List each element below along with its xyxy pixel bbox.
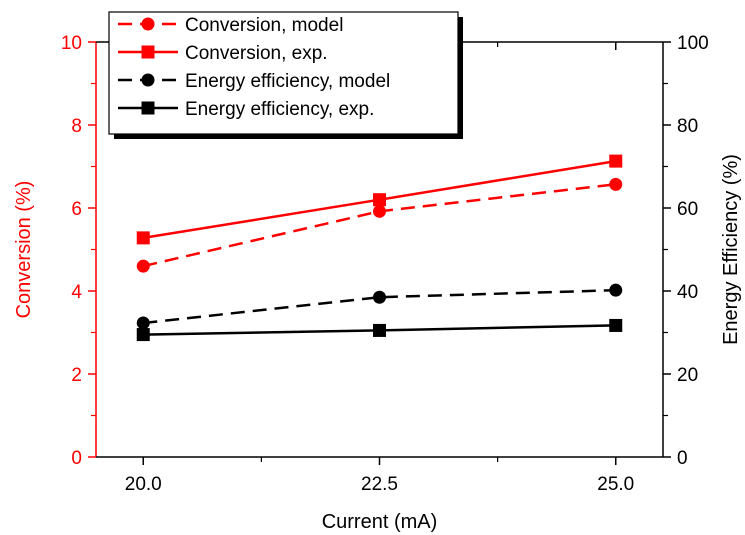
x-tick-label: 20.0: [125, 474, 162, 495]
x-tick-label: 25.0: [597, 474, 634, 495]
data-point: [609, 318, 623, 332]
legend-label: Conversion, exp.: [185, 43, 328, 64]
data-point: [136, 231, 150, 245]
data-point: [609, 154, 623, 168]
data-point: [609, 177, 623, 191]
right-y-tick-label: 40: [677, 282, 698, 303]
data-point: [373, 290, 386, 304]
left-y-tick-label: 2: [71, 365, 82, 386]
legend-box: [108, 11, 459, 135]
data-point: [373, 204, 386, 218]
x-axis-label: Current (mA): [322, 511, 438, 533]
right-y-tick-label: 100: [677, 33, 709, 54]
left-y-tick-label: 0: [71, 448, 82, 469]
right-y-tick-label: 80: [677, 116, 698, 137]
legend-item: Conversion, model: [118, 15, 343, 36]
right-y-tick-label: 20: [677, 365, 698, 386]
series-3: [136, 318, 623, 342]
data-point: [373, 193, 386, 207]
legend-label: Conversion, model: [185, 15, 343, 36]
legend-marker: [141, 17, 155, 31]
data-point: [373, 323, 386, 337]
data-point: [609, 283, 623, 297]
data-point: [136, 316, 150, 330]
legend-marker: [141, 73, 155, 87]
legend-item: Conversion, exp.: [118, 43, 328, 64]
legend-label: Energy efficiency, exp.: [185, 99, 374, 120]
series-2: [136, 283, 623, 330]
series-group: [136, 154, 623, 342]
right-y-tick-label: 60: [677, 199, 698, 220]
data-point: [136, 259, 150, 273]
right-axis-label: Energy Efficiency (%): [720, 154, 742, 345]
legend-marker: [141, 45, 155, 59]
x-tick-label: 22.5: [361, 474, 398, 495]
series-line: [143, 288, 616, 325]
left-y-tick-label: 4: [71, 282, 82, 303]
left-y-tick-label: 6: [71, 199, 82, 220]
legend-item: Energy efficiency, model: [118, 71, 390, 92]
left-y-tick-label: 8: [71, 116, 82, 137]
legend: Conversion, model Conversion, exp. Energy …: [108, 11, 463, 139]
left-y-tick-label: 10: [61, 33, 82, 54]
legend-label: Energy efficiency, model: [185, 71, 390, 92]
data-point: [136, 328, 150, 342]
series-1: [136, 154, 623, 245]
series-0: [136, 177, 623, 273]
left-axis-label: Conversion (%): [13, 181, 35, 319]
legend-item: Energy efficiency, exp.: [118, 99, 374, 120]
right-y-tick-label: 0: [677, 448, 688, 469]
legend-marker: [141, 101, 155, 115]
